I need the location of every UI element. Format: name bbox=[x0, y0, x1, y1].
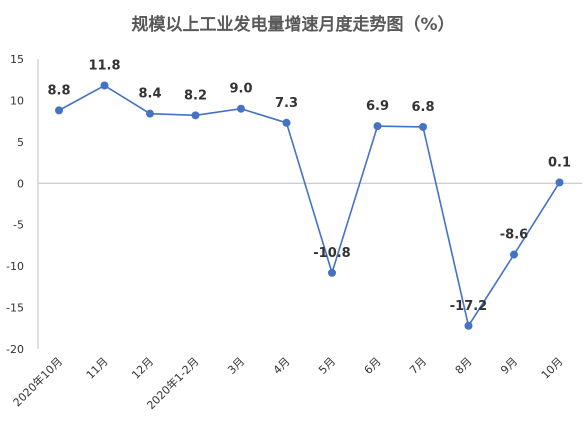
data-label: -8.6 bbox=[500, 228, 528, 243]
x-tick-label: 12月 bbox=[129, 355, 156, 382]
y-tick-label: -5 bbox=[13, 219, 24, 232]
data-point bbox=[191, 111, 200, 120]
x-tick-label: 10月 bbox=[539, 355, 566, 382]
y-tick-label: -15 bbox=[6, 302, 24, 315]
data-label: 9.0 bbox=[229, 82, 252, 97]
data-labels: 8.8 11.8 8.4 8.2 9.0 7.3 -10.8 6.9 6.8 -17.2 -8.6 0… bbox=[47, 59, 571, 314]
data-point bbox=[237, 104, 245, 113]
data-point bbox=[146, 109, 154, 118]
y-tick-label: -20 bbox=[6, 343, 24, 356]
x-tick-label: 9月 bbox=[498, 355, 520, 377]
x-tick-label: 5月 bbox=[316, 355, 338, 377]
x-tick-label: 11月 bbox=[84, 355, 111, 382]
data-point bbox=[464, 321, 473, 330]
data-point bbox=[555, 178, 564, 187]
data-label: 0.1 bbox=[548, 155, 571, 170]
data-label: 8.4 bbox=[138, 87, 161, 102]
data-label: -10.8 bbox=[313, 246, 350, 261]
data-label: 7.3 bbox=[275, 96, 298, 111]
data-point bbox=[328, 268, 336, 277]
x-tick-label: 4月 bbox=[271, 355, 293, 377]
y-tick-label: 0 bbox=[17, 177, 24, 190]
data-point bbox=[373, 122, 382, 131]
x-tick-label: 8月 bbox=[453, 355, 475, 377]
x-tick-label: 6月 bbox=[362, 355, 384, 377]
x-tick-label: 3月 bbox=[225, 355, 247, 377]
data-point bbox=[419, 122, 427, 131]
data-label: 6.8 bbox=[411, 100, 434, 115]
y-tick-label: 10 bbox=[10, 94, 24, 107]
y-tick-label: -10 bbox=[6, 260, 24, 273]
data-label: 11.8 bbox=[88, 59, 120, 74]
data-label: 8.2 bbox=[184, 88, 207, 103]
x-tick-label: 2020年10月 bbox=[10, 354, 65, 409]
data-label: -17.2 bbox=[450, 299, 487, 314]
series-line bbox=[58, 84, 561, 328]
data-points bbox=[55, 81, 564, 330]
data-point bbox=[282, 118, 291, 127]
x-tick-label: 7月 bbox=[407, 355, 429, 377]
y-tick-label: 15 bbox=[10, 53, 24, 66]
data-point bbox=[55, 106, 63, 115]
chart-title: 规模以上工业发电量增速月度走势图（%） bbox=[131, 14, 454, 35]
data-point bbox=[510, 250, 518, 259]
data-point bbox=[100, 81, 109, 90]
data-label: 8.8 bbox=[47, 83, 70, 98]
data-label: 6.9 bbox=[366, 99, 389, 114]
y-tick-labels: 15 10 5 0 -5 -10 -15 -20 bbox=[6, 53, 24, 356]
y-tick-label: 5 bbox=[17, 136, 24, 149]
